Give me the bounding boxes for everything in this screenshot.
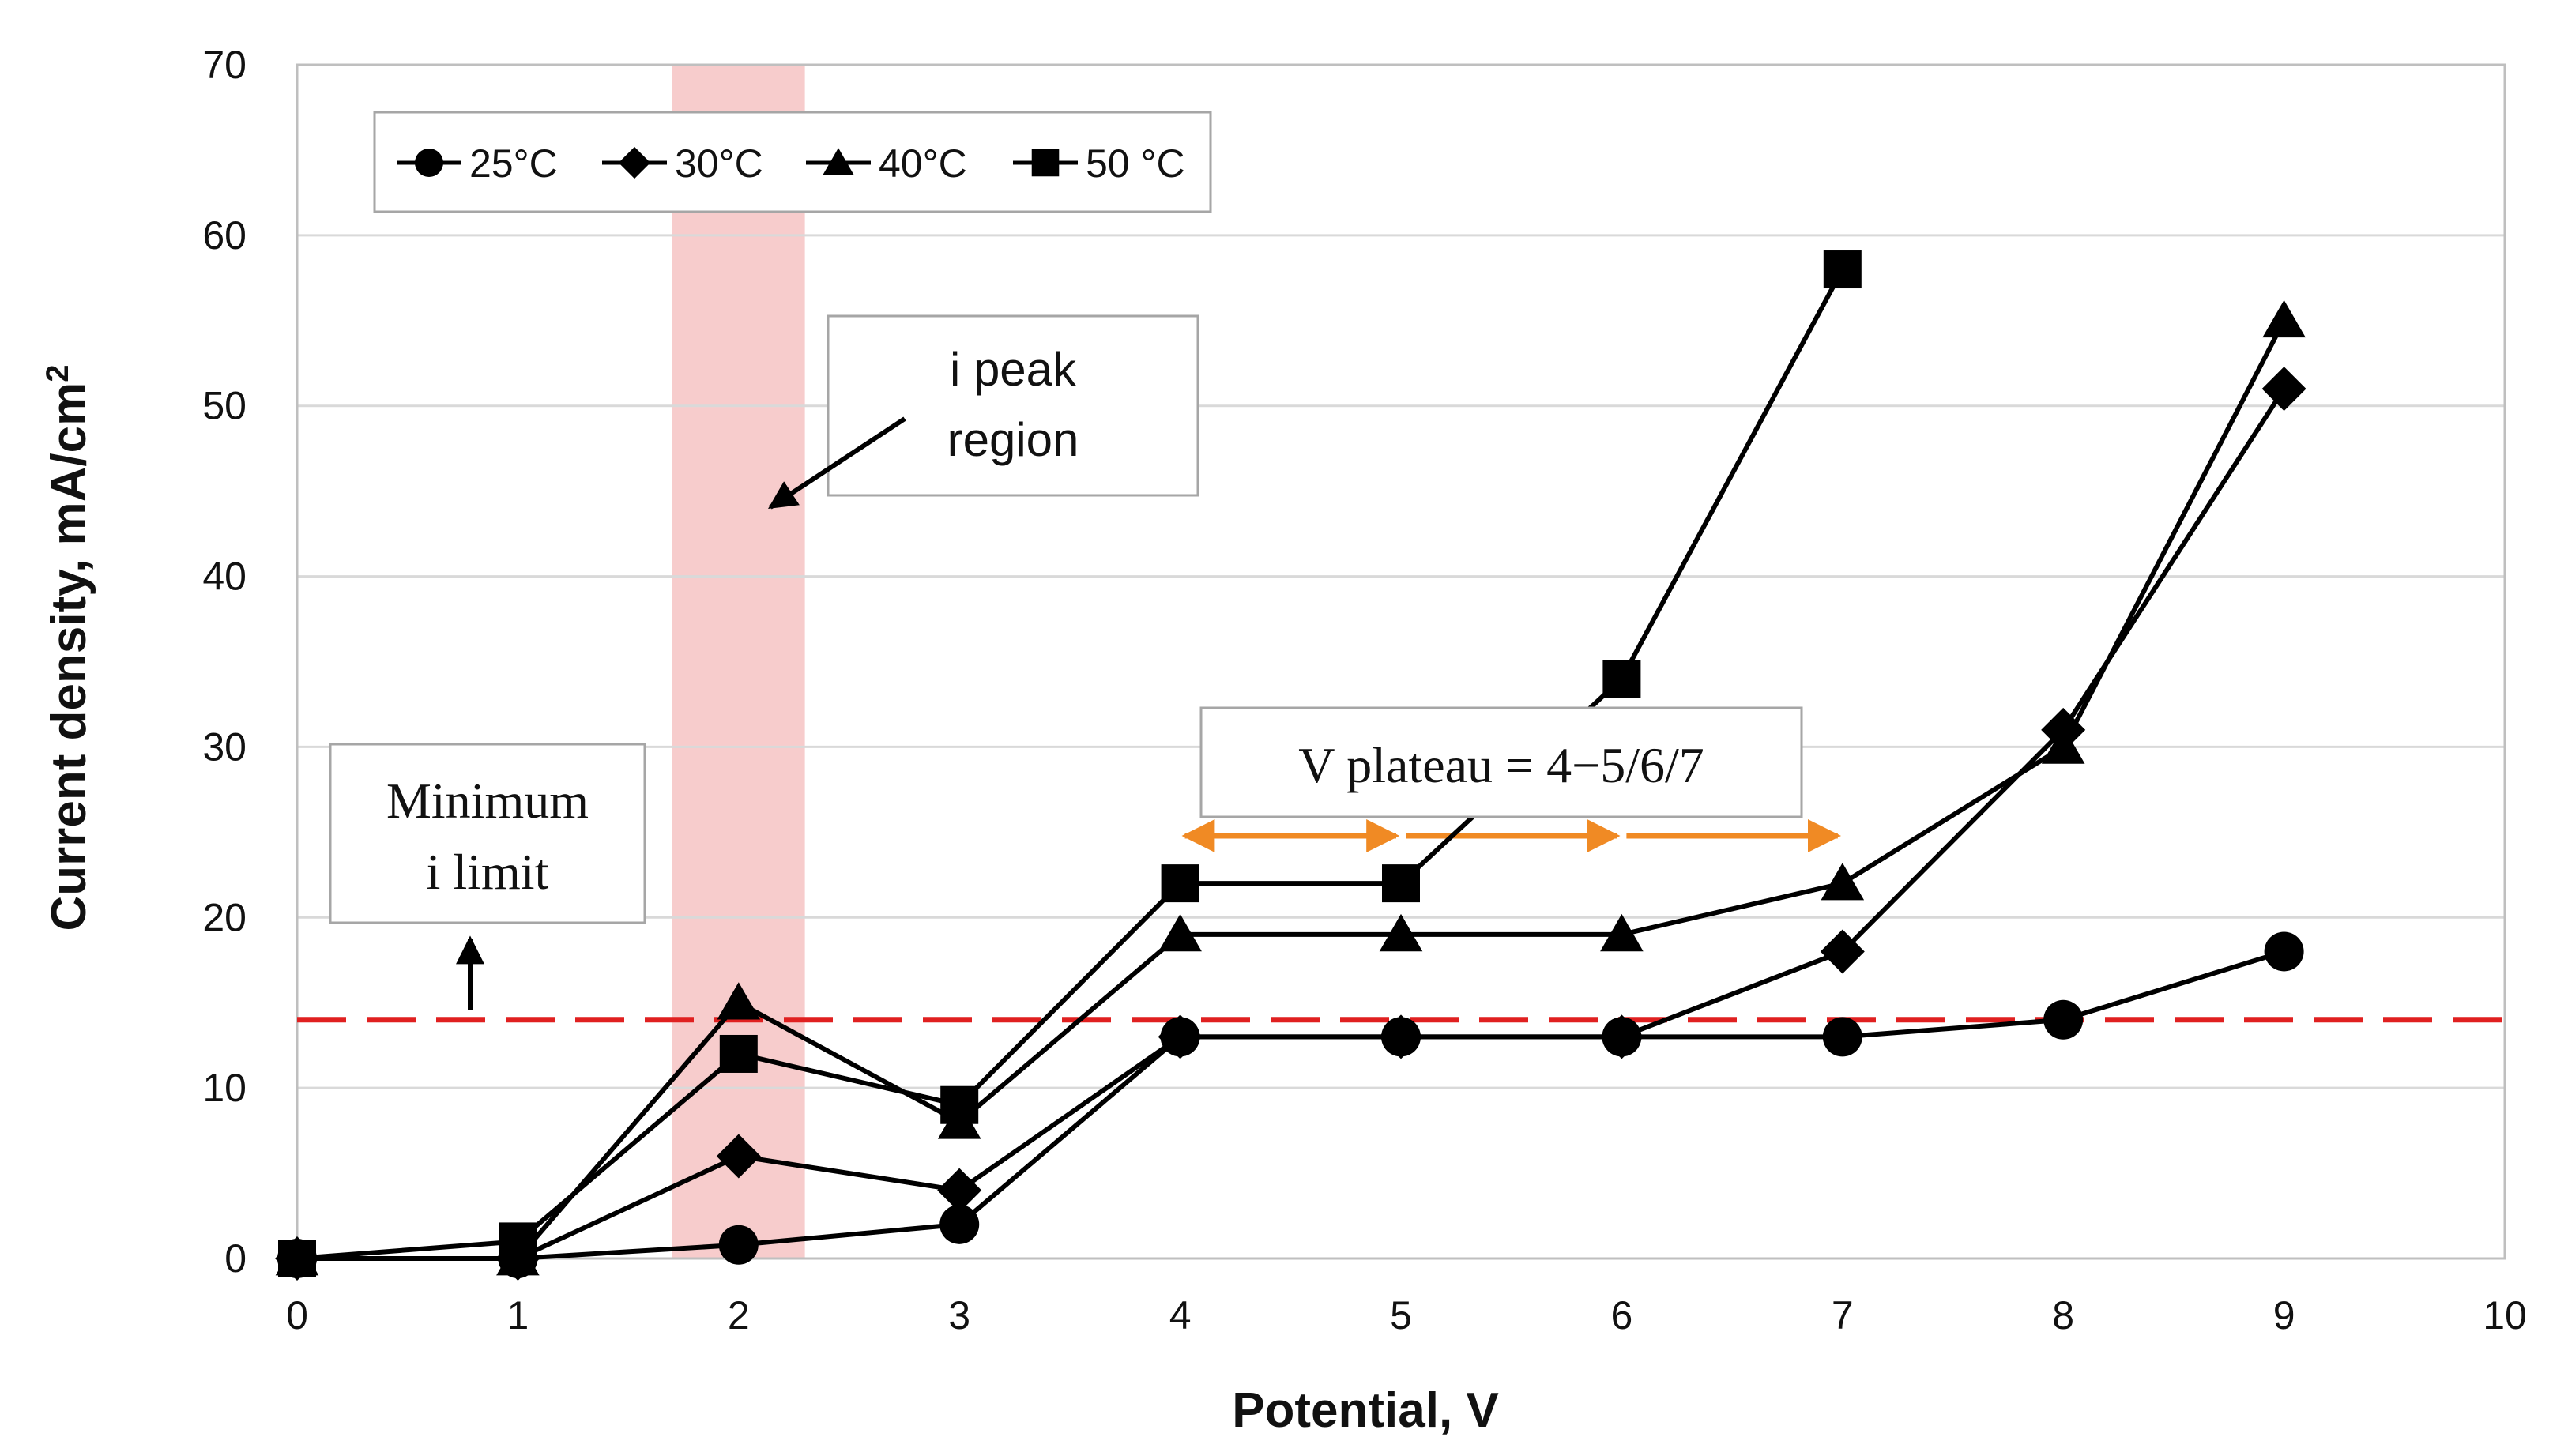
point-triangle-x9 — [2262, 299, 2306, 338]
point-circle-x9 — [2264, 931, 2304, 972]
x-tick-label-2: 2 — [728, 1293, 750, 1337]
x-tick-label-5: 5 — [1390, 1293, 1412, 1337]
x-tick-label-7: 7 — [1832, 1293, 1854, 1337]
legend-label-diamond: 30°C — [675, 141, 763, 186]
legend-marker-diamond — [618, 146, 651, 179]
y-tick-label-40: 40 — [202, 555, 247, 599]
point-triangle-x8 — [2041, 726, 2085, 764]
point-diamond-x5 — [1379, 1014, 1423, 1059]
point-circle-x8 — [2043, 999, 2084, 1040]
x-tick-label-8: 8 — [2052, 1293, 2074, 1337]
peak-region-band — [672, 65, 805, 1258]
y-tick-label-60: 60 — [202, 213, 247, 258]
min-limit-annotation: Minimum i limit — [329, 743, 646, 1010]
min-limit-annotation-line1: Minimum — [386, 773, 589, 829]
gridlines — [297, 234, 2505, 1089]
series-circle — [277, 931, 2304, 1278]
y-tick-label-20: 20 — [202, 895, 247, 939]
peak-annotation-line1: i peak — [950, 343, 1077, 396]
data-series — [275, 250, 2306, 1281]
min-limit-annotation-box — [329, 743, 646, 924]
legend-item-square: 50 °C — [1013, 141, 1185, 186]
point-square-x5 — [1382, 864, 1420, 903]
point-triangle-x5 — [1379, 913, 1423, 952]
point-square-x4 — [1161, 864, 1199, 903]
point-square-x1 — [499, 1222, 537, 1261]
point-triangle-x2 — [717, 982, 761, 1020]
y-tick-label-30: 30 — [202, 724, 247, 769]
point-circle-x7 — [1822, 1017, 1862, 1057]
point-circle-x2 — [718, 1225, 759, 1265]
x-axis-ticks: 0 1 2 3 4 5 6 7 8 9 10 — [286, 1293, 2527, 1337]
peak-annotation-line2: region — [947, 413, 1079, 466]
point-triangle-x6 — [1600, 913, 1644, 952]
series-line-triangle — [297, 319, 2287, 1261]
point-square-x6 — [1602, 660, 1641, 698]
legend-marker-triangle — [823, 148, 854, 175]
legend-item-triangle: 40°C — [806, 141, 967, 186]
legend: 25°C 30°C 40°C 50 °C — [373, 111, 1212, 213]
min-limit-annotation-line2: i limit — [427, 844, 549, 900]
y-axis-title-main: Current density, mA/cm — [42, 382, 96, 931]
plateau-annotation-text: V plateau = 4−5/6/7 — [1298, 737, 1704, 793]
peak-annotation-box — [827, 314, 1199, 497]
legend-label-circle: 25°C — [469, 141, 558, 186]
point-diamond-x6 — [1599, 1014, 1644, 1059]
legend-item-diamond: 30°C — [602, 141, 763, 186]
point-square-x7 — [1823, 250, 1862, 289]
x-tick-label-1: 1 — [506, 1293, 529, 1337]
y-axis-title: Current density, mA/cm2 — [40, 364, 96, 931]
x-tick-label-6: 6 — [1610, 1293, 1632, 1337]
point-diamond-x9 — [2261, 367, 2306, 412]
x-tick-label-9: 9 — [2273, 1293, 2295, 1337]
y-tick-label-50: 50 — [202, 384, 247, 428]
x-axis-title: Potential, V — [1232, 1383, 1499, 1438]
plot-frame — [296, 63, 2506, 1260]
series-line-diamond — [297, 387, 2287, 1261]
x-tick-label-4: 4 — [1169, 1293, 1192, 1337]
y-axis-ticks: 0 10 20 30 40 50 60 70 — [202, 43, 247, 1281]
peak-annotation-arrow — [767, 416, 906, 510]
legend-label-triangle: 40°C — [879, 141, 967, 186]
legend-label-square: 50 °C — [1086, 141, 1185, 186]
y-tick-label-70: 70 — [202, 43, 247, 87]
series-line-circle — [297, 949, 2285, 1261]
point-square-x3 — [940, 1085, 979, 1124]
y-tick-label-10: 10 — [202, 1066, 247, 1110]
point-square-x2 — [719, 1034, 758, 1073]
x-tick-label-10: 10 — [2483, 1293, 2527, 1337]
point-square-x0 — [278, 1240, 316, 1277]
y-tick-label-0: 0 — [224, 1236, 247, 1281]
legend-marker-circle — [415, 149, 443, 177]
point-diamond-x3 — [937, 1168, 982, 1213]
point-triangle-x4 — [1158, 913, 1202, 952]
x-tick-label-0: 0 — [286, 1293, 308, 1337]
point-diamond-x4 — [1158, 1014, 1203, 1059]
plateau-annotation: V plateau = 4−5/6/7 — [1199, 706, 1803, 818]
point-circle-x3 — [939, 1204, 980, 1244]
legend-item-circle: 25°C — [397, 141, 558, 186]
y-axis-title-superscript: 2 — [40, 364, 75, 382]
peak-annotation: i peak region — [767, 314, 1199, 510]
point-diamond-x2 — [716, 1134, 761, 1179]
plateau-annotation-box — [1199, 706, 1803, 818]
point-diamond-x7 — [1820, 929, 1865, 974]
point-triangle-x7 — [1821, 863, 1865, 901]
x-tick-label-3: 3 — [948, 1293, 970, 1337]
legend-marker-square — [1031, 149, 1060, 177]
